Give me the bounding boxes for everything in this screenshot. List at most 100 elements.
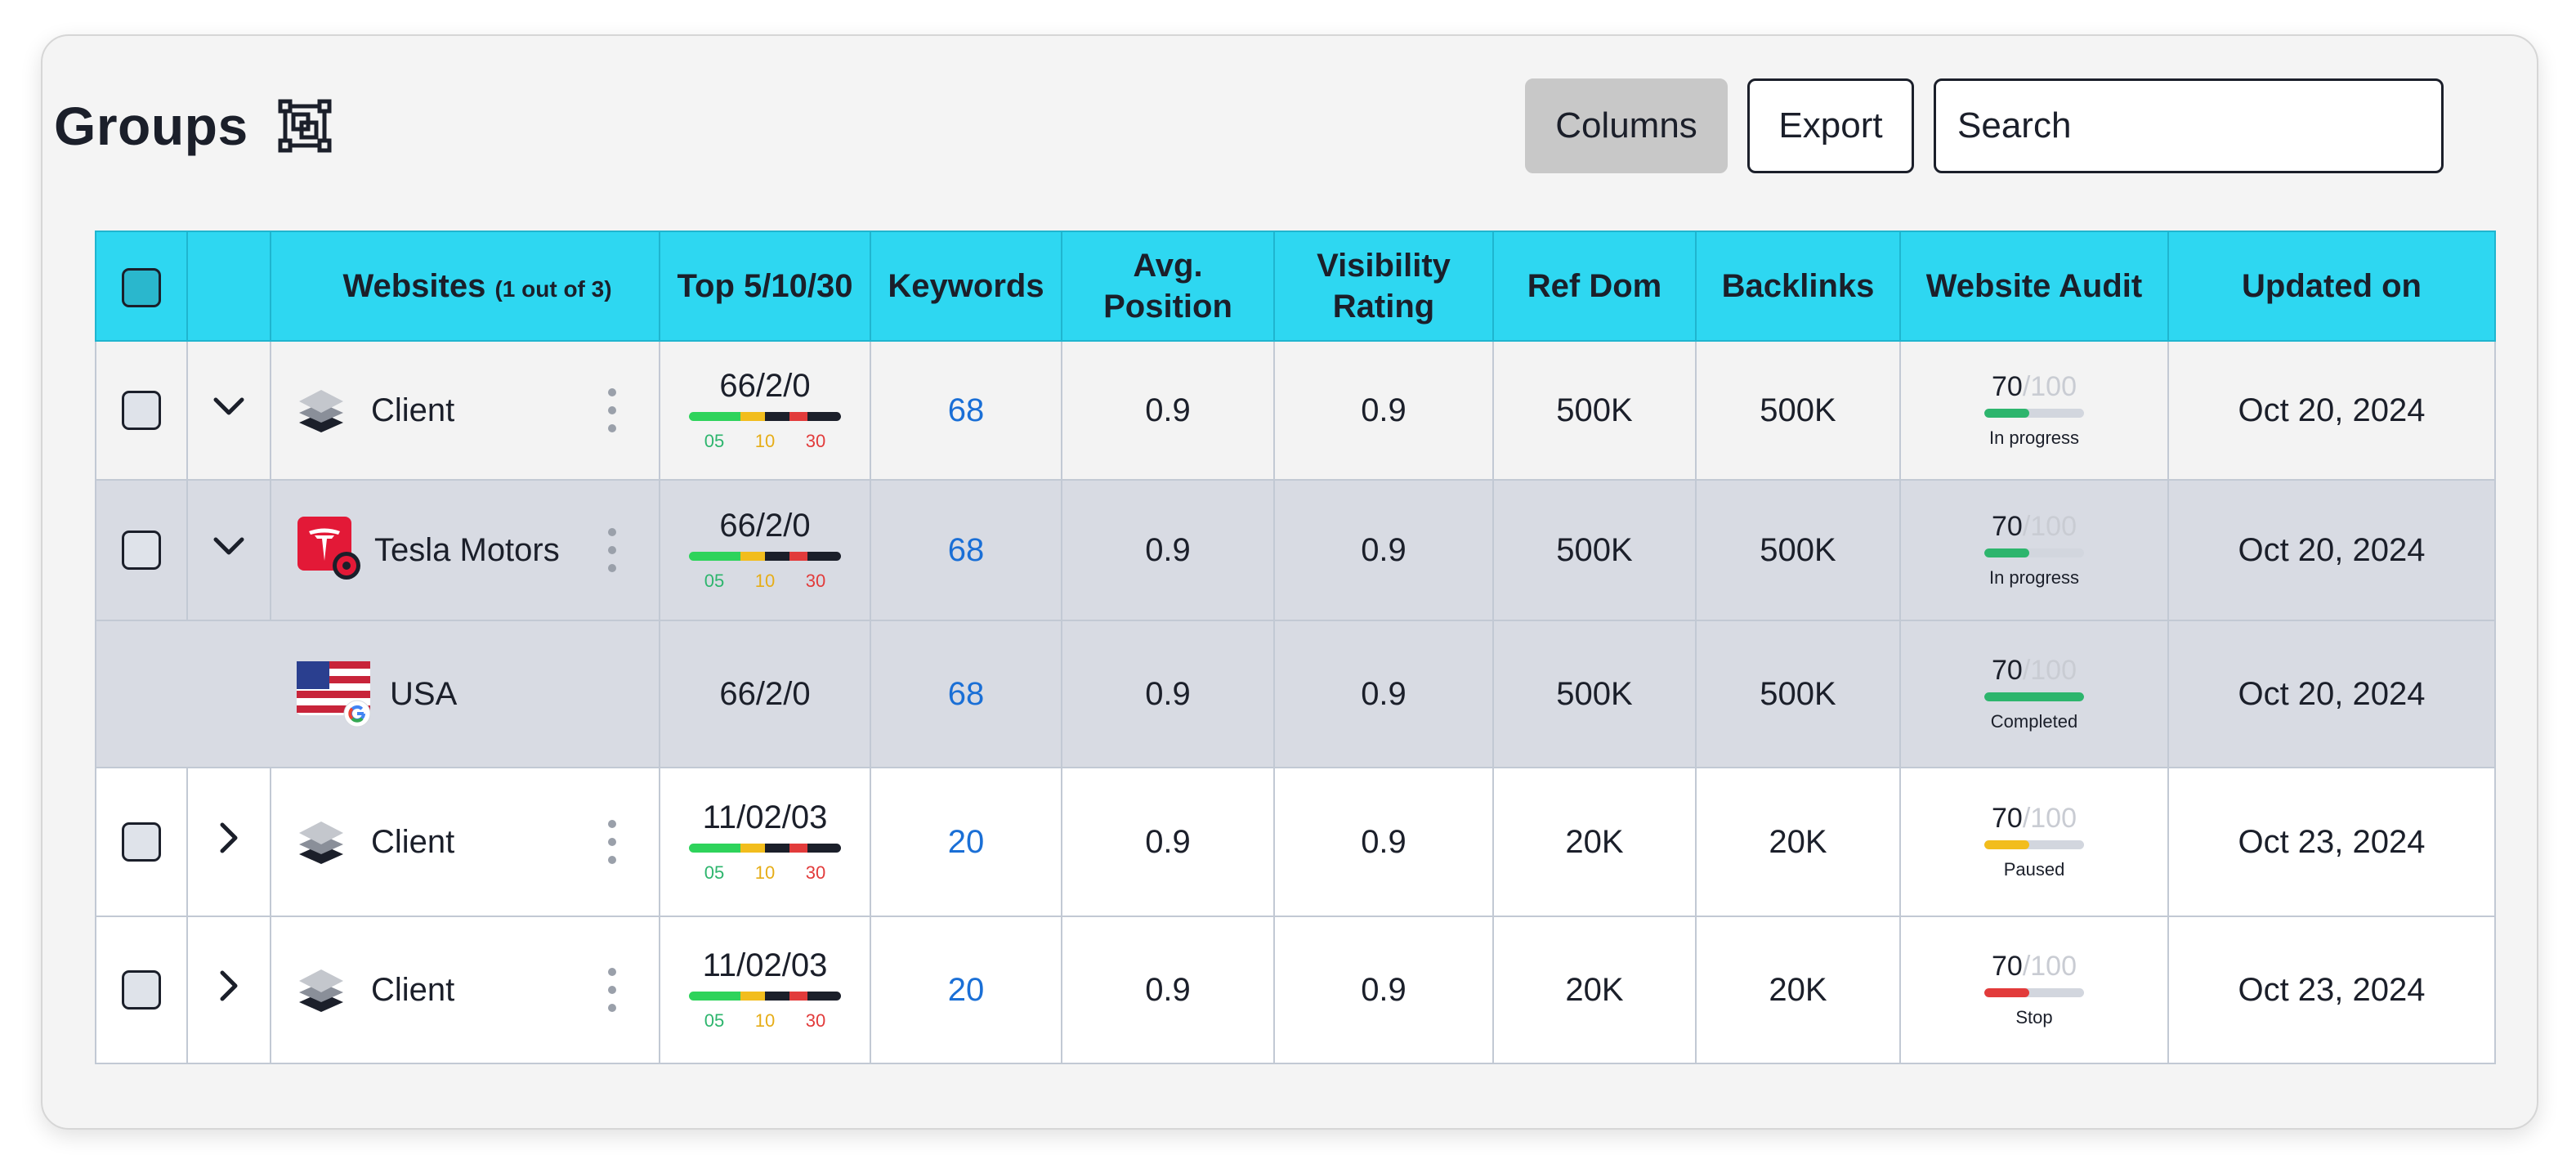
keywords-cell: 20 (870, 916, 1062, 1064)
column-header-updated-on[interactable]: Updated on (2167, 231, 2496, 342)
audit-score: 70/100 (1991, 654, 2077, 686)
audit-status: Stop (2015, 1006, 2053, 1027)
tesla-logo-icon (297, 517, 360, 580)
audit-progress-fill (1984, 692, 2084, 701)
audit-progress-fill (1984, 987, 2029, 997)
column-header-visibility[interactable]: Visibility Rating (1273, 231, 1494, 342)
title-wrap: Groups (54, 95, 333, 157)
audit-progress-fill (1984, 408, 2029, 418)
more-options-icon[interactable] (606, 387, 618, 434)
top-label-30: 30 (805, 570, 826, 591)
usa-flag-icon (297, 661, 371, 728)
columns-button[interactable]: Columns (1525, 78, 1728, 173)
column-header-website-audit[interactable]: Website Audit (1899, 231, 2169, 342)
top-label-5: 05 (704, 1010, 725, 1031)
table-row[interactable]: USA 66/2/0 68 0.9 0.9 500K 500K 70/100 C… (95, 620, 2496, 768)
avg-position-cell: 0.9 (1061, 767, 1275, 917)
more-options-icon[interactable] (606, 966, 618, 1014)
keywords-cell: 20 (870, 767, 1062, 917)
keywords-link[interactable]: 68 (947, 675, 985, 712)
top-value: 66/2/0 (719, 676, 811, 712)
chevron-right-icon[interactable] (211, 820, 247, 856)
search-box[interactable] (1934, 78, 2444, 173)
visibility-line2: Rating (1332, 289, 1435, 325)
audit-cell: 70/100 In progress (1899, 479, 2169, 621)
column-header-avg-position[interactable]: Avg. Position (1061, 231, 1275, 342)
top-label-30: 30 (805, 1010, 826, 1031)
audit-progress-bar (1984, 548, 2084, 557)
top-distribution-bar (689, 411, 841, 421)
top-label-10: 10 (754, 862, 776, 883)
table-row[interactable]: Client 11/02/03 05 10 30 20 0.9 0.9 20K 20… (95, 767, 2496, 917)
keywords-link[interactable]: 20 (947, 823, 985, 860)
website-name[interactable]: Client (371, 392, 455, 428)
audit-status: Completed (1990, 710, 2078, 732)
ref-dom-cell: 500K (1492, 340, 1697, 481)
row-checkbox[interactable] (122, 822, 161, 862)
top-label-10: 10 (754, 1010, 776, 1031)
column-header-websites[interactable]: Websites (1 out of 3) (270, 231, 660, 342)
audit-score: 70/100 (1991, 950, 2077, 982)
row-checkbox[interactable] (122, 531, 161, 571)
backlinks-cell: 500K (1695, 479, 1901, 621)
audit-score: 70/100 (1991, 370, 2077, 402)
backlinks-cell: 500K (1695, 340, 1901, 481)
group-objects-icon[interactable] (276, 97, 333, 154)
website-cell: Tesla Motors (270, 479, 660, 621)
website-name[interactable]: Client (371, 971, 455, 1008)
top-cell: 11/02/03 05 10 30 (659, 916, 871, 1064)
visibility-cell: 0.9 (1273, 767, 1494, 917)
keywords-link[interactable]: 68 (947, 392, 985, 428)
select-all-checkbox[interactable] (122, 267, 161, 307)
website-name[interactable]: Tesla Motors (374, 531, 560, 568)
backlinks-cell: 20K (1695, 916, 1901, 1064)
column-header-top[interactable]: Top 5/10/30 (659, 231, 871, 342)
layers-icon (299, 390, 343, 432)
search-input[interactable] (1957, 105, 2427, 146)
table-row[interactable]: Client 66/2/0 05 10 30 68 0.9 0.9 500K 500… (95, 340, 2496, 481)
top-cell: 66/2/0 (659, 620, 871, 768)
websites-table: Websites (1 out of 3) Top 5/10/30 Keywor… (95, 231, 2496, 1064)
website-name[interactable]: USA (390, 675, 458, 712)
column-header-keywords[interactable]: Keywords (870, 231, 1062, 342)
top-label-5: 05 (704, 570, 725, 591)
audit-status: In progress (1988, 427, 2080, 448)
more-options-icon[interactable] (606, 818, 618, 866)
select-all-cell (95, 231, 188, 342)
avg-position-cell: 0.9 (1061, 916, 1275, 1064)
audit-cell: 70/100 Stop (1899, 916, 2169, 1064)
column-header-ref-dom[interactable]: Ref Dom (1492, 231, 1697, 342)
column-header-backlinks[interactable]: Backlinks (1695, 231, 1901, 342)
visibility-cell: 0.9 (1273, 340, 1494, 481)
audit-progress-fill (1984, 548, 2029, 557)
updated-on-cell: Oct 20, 2024 (2167, 620, 2496, 768)
websites-header-label: Websites (342, 268, 486, 304)
visibility-cell: 0.9 (1273, 479, 1494, 621)
audit-progress-bar (1984, 839, 2084, 849)
keywords-link[interactable]: 20 (947, 971, 985, 1008)
audit-status: Paused (2003, 858, 2065, 880)
expand-header-cell (186, 231, 271, 342)
chevron-down-icon[interactable] (211, 388, 247, 424)
website-cell: Client (270, 916, 660, 1064)
audit-score: 70/100 (1991, 510, 2077, 542)
audit-cell: 70/100 Completed (1899, 620, 2169, 768)
more-options-icon[interactable] (606, 526, 618, 574)
chevron-right-icon[interactable] (211, 968, 247, 1004)
row-checkbox[interactable] (122, 970, 161, 1010)
table-row[interactable]: Client 11/02/03 05 10 30 20 0.9 0.9 20K 20… (95, 916, 2496, 1064)
chevron-down-icon[interactable] (211, 528, 247, 564)
export-button[interactable]: Export (1747, 78, 1914, 173)
ref-dom-cell: 500K (1492, 479, 1697, 621)
top-cell: 66/2/0 05 10 30 (659, 479, 871, 621)
top-cell: 66/2/0 05 10 30 (659, 340, 871, 481)
backlinks-cell: 500K (1695, 620, 1901, 768)
ref-dom-cell: 500K (1492, 620, 1697, 768)
keywords-link[interactable]: 68 (947, 531, 985, 568)
top-distribution-bar (689, 843, 841, 853)
website-name[interactable]: Client (371, 823, 455, 860)
top-value: 11/02/03 (702, 799, 828, 835)
table-row[interactable]: Tesla Motors 66/2/0 05 10 30 68 0.9 0.9 50… (95, 479, 2496, 621)
row-checkbox[interactable] (122, 391, 161, 431)
avg-position-line1: Avg. (1133, 248, 1203, 284)
